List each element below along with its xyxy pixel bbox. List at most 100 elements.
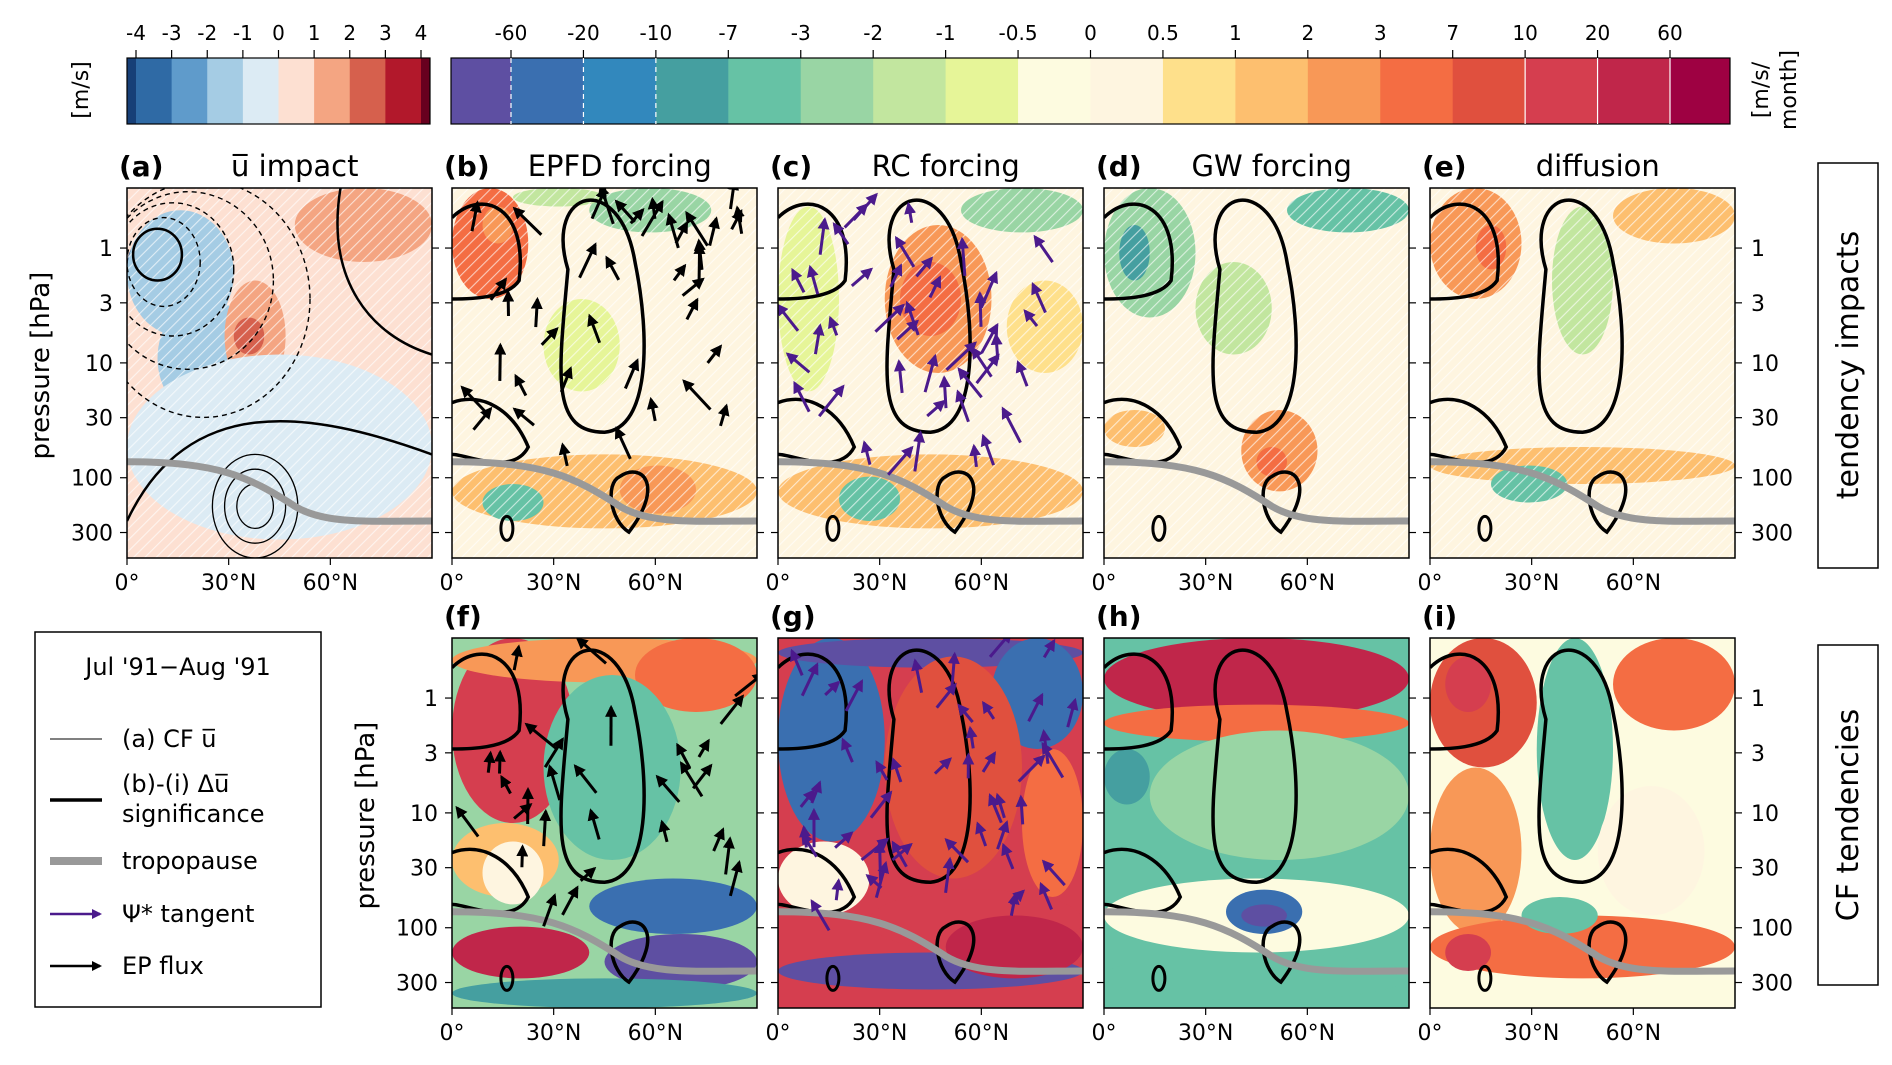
psi-tangent-arrow — [1001, 406, 1022, 444]
ep-flux-arrow — [672, 263, 687, 282]
wind-colorbar-tick: -4 — [126, 21, 146, 45]
legend-item-ep-flux: EP flux — [122, 952, 204, 980]
panel-label: (i) — [1422, 600, 1457, 633]
psi-tangent-arrow — [942, 856, 955, 894]
x-tick-label: 30°N — [852, 571, 907, 596]
wind-colorbar-tick: 1 — [308, 21, 321, 45]
x-tick-label: 60°N — [628, 571, 683, 596]
x-tick-label: 0° — [1092, 1021, 1117, 1046]
tendency-colorbar-cell — [1597, 58, 1671, 124]
y-tick-label: 30 — [1751, 857, 1779, 882]
panel-h-field — [1104, 638, 1409, 1008]
wind-colorbar-tick: -1 — [233, 21, 253, 45]
tendency-colorbar-tick: -1 — [936, 21, 956, 45]
row-label-bottom-text: CF tendencies — [1831, 709, 1866, 921]
panel-i: 0° 30°N 60°N 1 3 10 30 100 300 (i) — [1418, 600, 1794, 1046]
y-tick-label: 100 — [71, 467, 113, 492]
row-label-bottom: CF tendencies — [1817, 644, 1879, 986]
psi-tangent-arrow — [947, 651, 960, 688]
y-tick-label: 300 — [1751, 972, 1793, 997]
tendency-colorbar-tick: 0.5 — [1147, 21, 1179, 45]
psi-tangent-arrow — [933, 757, 952, 775]
significance-contour — [1261, 470, 1302, 535]
tendency-colorbar-cell — [1162, 58, 1236, 124]
tendency-colorbar-tick: -3 — [791, 21, 811, 45]
cf-u-contour — [127, 188, 311, 419]
psi-tangent-arrow — [957, 367, 983, 399]
psi-tangent-arrow — [974, 291, 987, 327]
ep-flux-arrow — [658, 819, 671, 843]
x-tick-label: 60°N — [303, 571, 358, 596]
field-patch — [635, 638, 757, 712]
ep-flux-arrow — [460, 385, 487, 413]
psi-tangent-arrow — [1041, 859, 1066, 887]
psi-tangent-arrow — [938, 375, 951, 409]
tendency-colorbar-cell — [1307, 58, 1381, 124]
psi-tangent-arrow — [791, 267, 806, 293]
significance-contour — [609, 920, 650, 985]
psi-tangent-arrow — [799, 824, 811, 848]
x-tick-label: 0° — [440, 1021, 465, 1046]
wind-colorbar-tick: 0 — [272, 21, 285, 45]
ep-flux-arrow — [727, 188, 740, 210]
tropopause-line — [452, 458, 757, 525]
wind-colorbar-cell — [171, 58, 208, 124]
x-tick-label: 0° — [1418, 571, 1443, 596]
psi-tangent-arrow — [1015, 360, 1029, 387]
x-tick-label: 30°N — [852, 1021, 907, 1046]
psi-tangent-arrow — [818, 384, 845, 418]
psi-tangent-arrow — [1033, 234, 1054, 263]
ep-flux-arrow — [734, 672, 757, 698]
ep-flux-arrow — [540, 326, 559, 346]
tendency-colorbar-cell — [873, 58, 947, 124]
x-tick-label: 60°N — [1280, 571, 1335, 596]
ep-flux-arrow — [681, 277, 705, 297]
ep-flux-arrow — [674, 220, 689, 244]
tropopause-line — [1104, 458, 1409, 525]
significance-contour — [1430, 202, 1501, 301]
psi-tangent-arrow — [913, 430, 926, 472]
field-patch — [452, 978, 757, 1008]
ep-flux-arrow — [719, 694, 745, 725]
psi-tangent-arrow — [1066, 697, 1079, 728]
field-patch — [1430, 767, 1522, 934]
legend: Jul '91−Aug '91 (a) CF u̅ (b)-(i) Δu̅ si… — [34, 631, 322, 1008]
panel-label: (d) — [1096, 150, 1142, 183]
tropopause-line — [127, 458, 432, 525]
psi-tangent-arrow — [890, 757, 903, 783]
x-tick-label: 30°N — [526, 1021, 581, 1046]
significance-contour — [935, 920, 976, 985]
psi-tangent-arrow — [957, 703, 974, 723]
legend-item-cf-u: (a) CF u̅ — [122, 725, 216, 753]
panel-label: (a) — [119, 150, 164, 183]
psi-tangent-arrow — [850, 267, 874, 287]
y-tick-label: 3 — [1751, 742, 1765, 767]
legend-item-delta-u: (b)-(i) Δu̅ — [122, 770, 229, 798]
y-tick-label: 300 — [1751, 522, 1793, 547]
significance-contour — [609, 470, 650, 535]
ep-flux-arrow — [539, 808, 552, 847]
psi-tangent-arrow — [817, 217, 830, 255]
legend-item-psi-tangent: Ψ* tangent — [122, 900, 254, 928]
psi-tangent-arrow — [1015, 794, 1028, 825]
y-tick-label: 1 — [1751, 687, 1765, 712]
psi-tangent-arrow — [865, 873, 883, 890]
tendency-colorbar-tick: 10 — [1512, 21, 1537, 45]
significance-contour — [1537, 198, 1624, 434]
cf-u-contour — [127, 191, 275, 370]
y-tick-label: 1 — [424, 687, 438, 712]
tendency-colorbar-tick: -20 — [567, 21, 600, 45]
tendency-colorbar-tick: 3 — [1374, 21, 1387, 45]
panel-label: (b) — [444, 150, 490, 183]
ep-flux-arrow — [489, 277, 508, 301]
significance-contour — [499, 514, 515, 542]
panel-f-field — [452, 638, 757, 1008]
y-tick-label: 10 — [1751, 802, 1779, 827]
panel-f: 0° 30°N 60°N 1 3 10 30 100 300 (f) pressure [hPa] — [351, 600, 764, 1046]
psi-tangent-arrow — [904, 201, 917, 223]
psi-tangent-arrow — [911, 658, 924, 694]
ep-flux-arrow — [575, 638, 607, 665]
psi-tangent-arrow — [955, 389, 970, 423]
psi-tangent-arrow — [1042, 638, 1056, 659]
y-tick-label: 10 — [1751, 352, 1779, 377]
